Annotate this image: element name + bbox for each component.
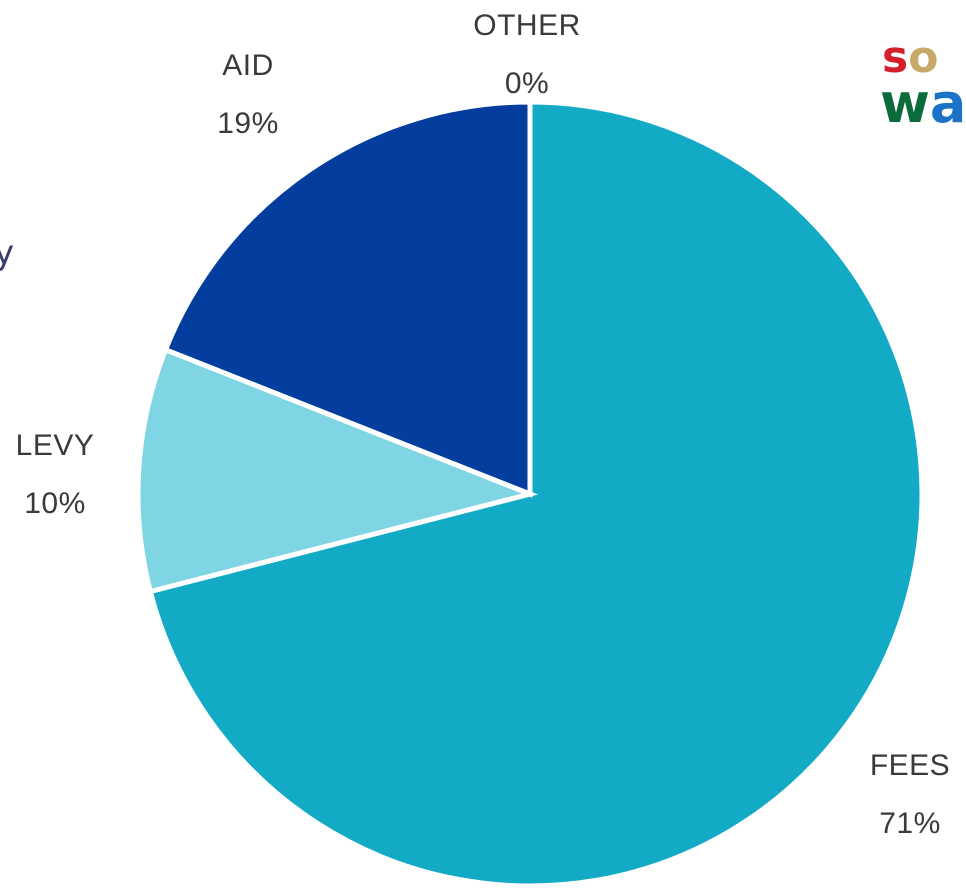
pie-label-levy: LEVY — [16, 429, 95, 462]
logo-letter-s: s — [882, 32, 908, 83]
logo-letter-o: o — [908, 32, 938, 83]
pie-slices — [135, 99, 925, 889]
pie-value-label-fees: 71% — [879, 807, 941, 840]
pie-slice-levy — [135, 346, 539, 595]
pie-label-aid: AID — [222, 49, 274, 82]
pie-label-fees: FEES — [870, 749, 950, 782]
brand-logo: so wa — [880, 32, 966, 135]
logo-line-1: so — [882, 32, 938, 83]
pie-value-label-aid: 19% — [217, 107, 279, 140]
pie-labels: FEES 71% LEVY 10% AID 19% OTHER 0% — [16, 9, 950, 840]
cropped-edge-text: y — [0, 233, 14, 273]
pie-value-label-levy: 10% — [24, 487, 86, 520]
pie-value-label-other: 0% — [505, 67, 549, 100]
pie-slice-aid — [162, 99, 533, 498]
logo-line-2: wa — [880, 72, 966, 135]
logo-letter-w: w — [880, 72, 930, 135]
pie-label-other: OTHER — [473, 9, 581, 42]
logo-letter-a: a — [930, 72, 966, 135]
